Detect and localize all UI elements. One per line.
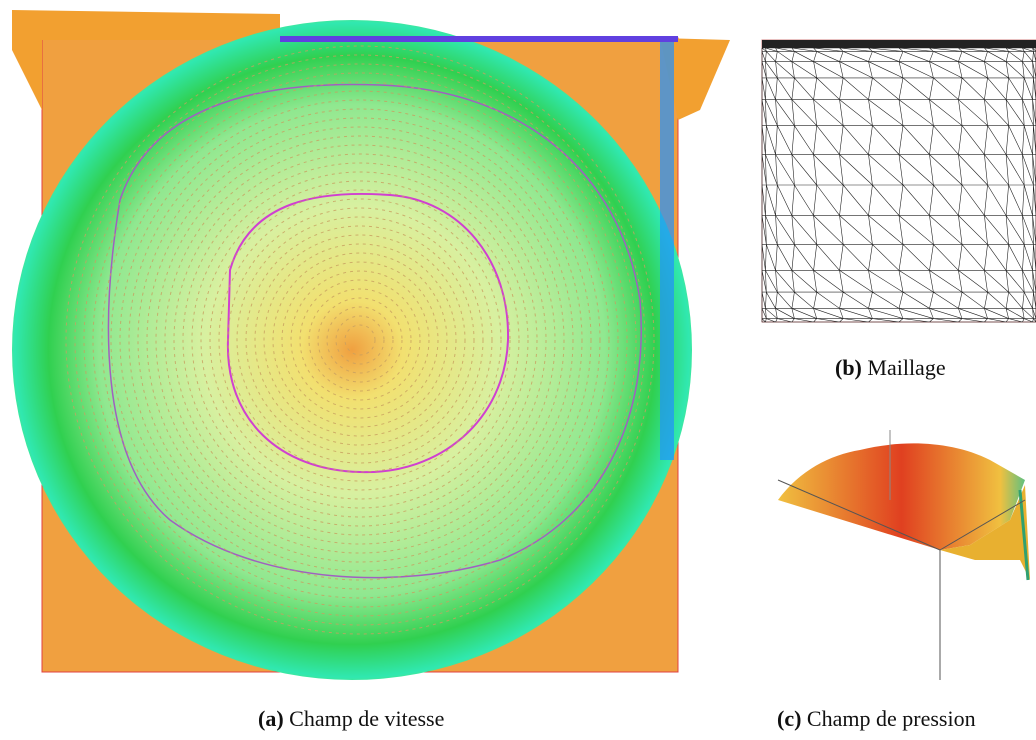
caption-label: (a) (258, 706, 284, 731)
flow-ring (272, 252, 448, 428)
flow-ring (83, 63, 637, 617)
flow-ring (308, 288, 412, 392)
flow-ring (254, 234, 466, 446)
caption-text: Champ de vitesse (289, 706, 445, 731)
flow-ring (155, 135, 565, 545)
pressure-surface (777, 430, 1030, 680)
flow-ring (137, 117, 583, 563)
flow-ring (281, 261, 439, 419)
flow-ring (65, 45, 655, 635)
flow-ring (236, 216, 484, 464)
flow-ring (182, 162, 538, 518)
flow-ring (263, 243, 457, 437)
flow-ring (227, 207, 493, 473)
flow-ring (164, 144, 556, 536)
flow-ring (245, 225, 475, 455)
flow-ring (191, 171, 529, 509)
flow-ring (344, 324, 376, 356)
caption-a: (a) Champ de vitesse (258, 706, 444, 732)
velocity-field (12, 10, 730, 680)
mesh (761, 39, 1036, 323)
flow-ring (146, 126, 574, 554)
flow-ring (74, 54, 646, 626)
caption-label: (c) (777, 706, 802, 731)
caption-c: (c) Champ de pression (777, 706, 976, 732)
caption-text: Maillage (867, 355, 946, 380)
flow-ring (209, 189, 511, 491)
flow-ring (119, 99, 601, 581)
flow-ring (128, 108, 592, 572)
flow-ring (299, 279, 421, 401)
caption-text: Champ de pression (806, 706, 976, 731)
caption-label: (b) (835, 355, 862, 380)
flow-ring (218, 198, 502, 482)
flow-ring (335, 315, 385, 365)
flow-ring (326, 306, 394, 374)
flow-ring (110, 90, 610, 590)
flow-ring (200, 180, 520, 500)
flow-ring (101, 81, 619, 599)
flow-ring (290, 270, 430, 410)
flow-ring (173, 153, 547, 527)
flow-ring (317, 297, 403, 383)
caption-b: (b) Maillage (835, 355, 946, 381)
flow-ring (92, 72, 628, 608)
